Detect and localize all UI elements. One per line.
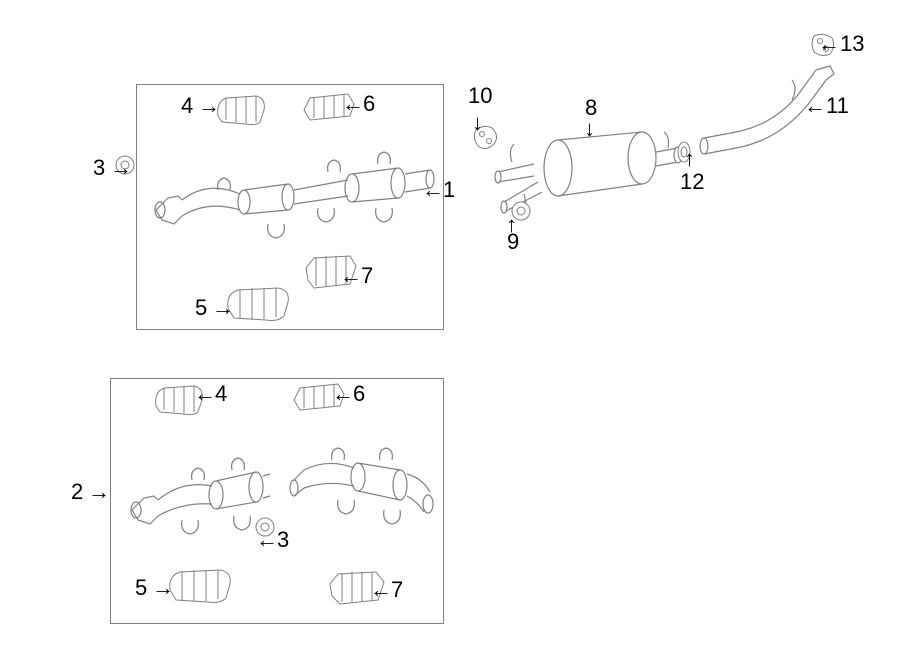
callout-c6a-arrow: ← [342, 93, 364, 115]
callout-c8-arrow: ↓ [584, 118, 595, 140]
callout-c4a-arrow: → [198, 95, 220, 117]
callout-c3b-num: 3 [277, 529, 289, 551]
callout-c5a-num: 5 [195, 297, 207, 319]
front-pipe-assembly [148, 150, 438, 270]
callout-c13-arrow: ← [818, 33, 840, 55]
callout-c5b-num: 5 [135, 577, 147, 599]
callout-c3a-arrow: → [110, 157, 132, 179]
callout-c2-num: 2 [71, 481, 83, 503]
callout-c4a-num: 4 [181, 95, 193, 117]
callout-c3b-arrow: ← [256, 529, 278, 551]
callout-c6b-arrow: ← [332, 383, 354, 405]
callout-c7a-arrow: ← [340, 265, 362, 287]
callout-c10-num: 10 [468, 85, 492, 107]
callout-c12-arrow: ↑ [684, 148, 695, 170]
callout-c7b-arrow: ← [370, 579, 392, 601]
callout-c7b-num: 7 [391, 579, 403, 601]
diagram-stage: 1←2→3→3←4→4←5→5→6←6←7←7←8↓9↑10↓11←12↑13← [0, 0, 900, 661]
callout-c1-arrow: ← [422, 179, 444, 201]
callout-c6a-num: 6 [363, 93, 375, 115]
callout-c4b-arrow: ← [194, 383, 216, 405]
callout-c1-num: 1 [443, 179, 455, 201]
converter-left [122, 420, 272, 550]
callout-c3a-num: 3 [93, 157, 105, 179]
callout-c7a-num: 7 [361, 265, 373, 287]
converter-right [288, 420, 438, 550]
callout-c5a-arrow: → [212, 297, 234, 319]
callout-c11-num: 11 [826, 95, 849, 117]
callout-c10-arrow: ↓ [472, 112, 483, 134]
callout-c9-arrow: ↑ [506, 214, 517, 236]
callout-c13-num: 13 [840, 33, 864, 55]
callout-c2-arrow: → [88, 481, 110, 503]
heat-shield-5a [224, 286, 292, 324]
callout-c5b-arrow: → [152, 577, 174, 599]
heat-shield-5b [166, 568, 234, 606]
callout-c6b-num: 6 [353, 383, 365, 405]
callout-c4b-num: 4 [215, 383, 227, 405]
heat-shield-4a [212, 92, 268, 128]
callout-c12-num: 12 [680, 171, 704, 193]
callout-c11-arrow: ← [804, 95, 826, 117]
